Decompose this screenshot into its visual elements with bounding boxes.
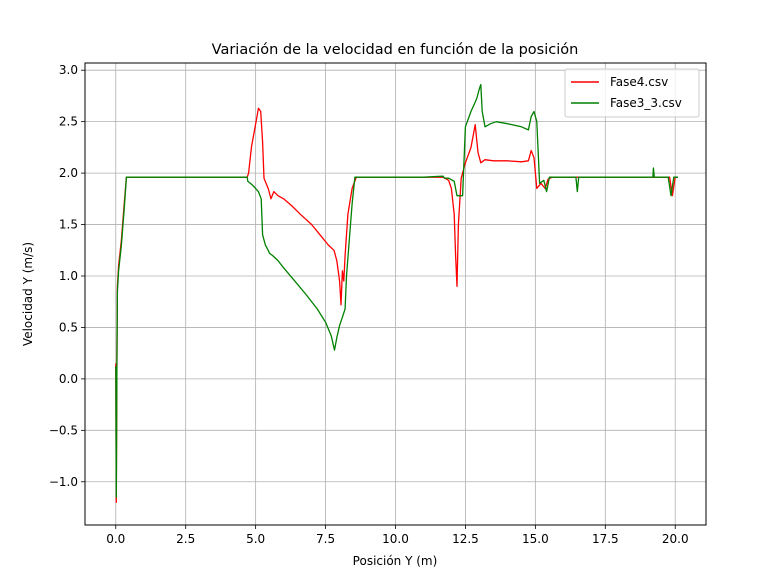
- series-layer: [115, 83, 678, 504]
- y-tick-label: 1.0: [59, 269, 78, 283]
- x-tick-label: 15.0: [522, 532, 549, 546]
- x-tick-label: 7.5: [316, 532, 335, 546]
- x-axis-label: Posición Y (m): [353, 554, 438, 568]
- x-tick-label: 10.0: [382, 532, 409, 546]
- y-tick-label: 1.5: [59, 218, 78, 232]
- y-tick-label: −0.5: [49, 423, 78, 437]
- y-tick-label: 0.5: [59, 320, 78, 334]
- grid: [85, 63, 706, 525]
- y-tick-label: 2.0: [59, 166, 78, 180]
- y-tick-label: −1.0: [49, 475, 78, 489]
- legend-label-2: Fase3_3.csv: [610, 96, 682, 110]
- legend: Fase4.csv Fase3_3.csv: [564, 68, 700, 118]
- y-axis-label: Velocidad Y (m/s): [21, 242, 35, 346]
- x-tick-label: 20.0: [662, 532, 689, 546]
- x-tick-label: 17.5: [592, 532, 619, 546]
- y-tick-label: 3.0: [59, 63, 78, 77]
- x-tick-label: 0.0: [106, 532, 125, 546]
- x-tick-label: 5.0: [246, 532, 265, 546]
- y-tick-label: 2.5: [59, 115, 78, 129]
- chart-title: Variación de la velocidad en función de …: [212, 42, 579, 58]
- legend-label-1: Fase4.csv: [610, 75, 668, 89]
- x-tick-label: 2.5: [176, 532, 195, 546]
- series-line-1: [115, 107, 678, 504]
- series-line-2: [115, 83, 678, 498]
- legend-box: [564, 68, 700, 118]
- ticks: 0.0 2.5 5.0 7.5 10.0 12.5 15.0 17.5 20.0 −1.0 −0.5…: [49, 63, 689, 546]
- y-tick-label: 0.0: [59, 372, 78, 386]
- x-tick-label: 12.5: [452, 532, 479, 546]
